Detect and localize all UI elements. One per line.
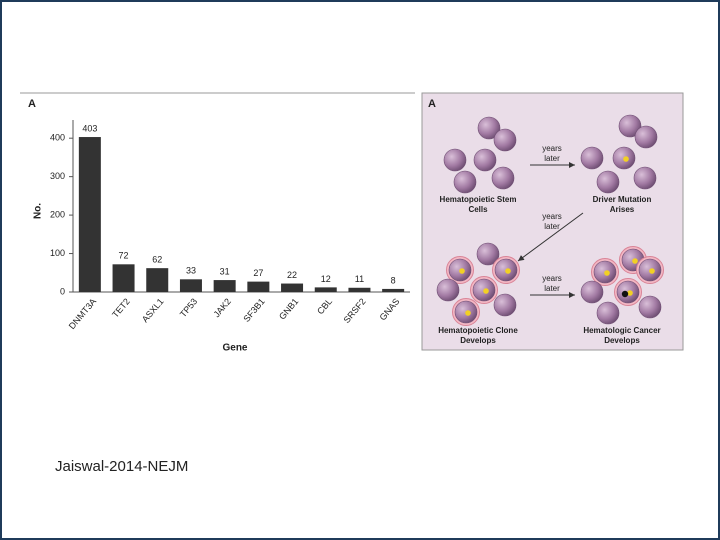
x-tick-label: CBL (315, 296, 334, 316)
x-tick-label: TET2 (110, 296, 132, 319)
mutation (465, 310, 471, 316)
cell (477, 116, 501, 140)
arrow-label: years later (542, 274, 562, 293)
mutation (627, 290, 633, 296)
stage-label: Hematopoietic Clone Develops (438, 326, 518, 345)
bar (78, 137, 101, 292)
bar (213, 280, 236, 292)
cell (580, 280, 604, 304)
arrow (517, 212, 584, 262)
cell (473, 148, 497, 172)
bar (146, 268, 169, 292)
arrow-label: years later (542, 212, 562, 231)
x-tick-label: TP53 (178, 296, 199, 319)
bar (247, 281, 270, 292)
x-tick-label: GNB1 (277, 296, 300, 321)
data-label: 22 (287, 270, 297, 280)
mutation (459, 268, 465, 274)
cell (476, 242, 500, 266)
bar (179, 279, 202, 292)
cell (453, 170, 477, 194)
x-tick-label: JAK2 (212, 296, 233, 319)
data-label: 11 (355, 274, 364, 284)
data-label: 33 (186, 266, 196, 276)
cell (596, 170, 620, 194)
stage-label: Hematopoietic Stem Cells (440, 195, 517, 214)
cell (618, 114, 642, 138)
panel-label: A (28, 98, 36, 110)
cell (638, 295, 662, 319)
caption: Jaiswal-2014-NEJM (55, 458, 188, 475)
stage-label: Driver Mutation Arises (593, 195, 652, 214)
cell (493, 128, 517, 152)
arrow-label: years later (542, 144, 562, 163)
mutation (604, 270, 610, 276)
y-axis-label: No. (33, 203, 44, 219)
data-label: 403 (82, 123, 97, 133)
diagram-label: A (428, 98, 436, 110)
cell (633, 166, 657, 190)
bar (382, 288, 405, 292)
y-tick-label: 100 (50, 248, 65, 258)
data-label: 8 (391, 275, 396, 285)
mutation (505, 268, 511, 274)
x-tick-label: ASXL1 (140, 296, 166, 324)
cell (580, 146, 604, 170)
mutation (649, 268, 655, 274)
y-tick-label: 400 (50, 133, 65, 143)
data-label: 62 (152, 255, 162, 265)
cell (493, 293, 517, 317)
x-tick-label: SRSF2 (341, 296, 367, 325)
y-tick-label: 200 (50, 209, 65, 219)
cell (596, 301, 620, 325)
cell (634, 125, 658, 149)
bar (348, 287, 371, 292)
mutation (483, 288, 489, 294)
x-tick-label: DNMT3A (67, 296, 98, 331)
cell (443, 148, 467, 172)
bar (314, 287, 337, 292)
stage-label: Hematologic Cancer Develops (583, 326, 660, 345)
data-label: 31 (220, 266, 230, 276)
bar (112, 264, 135, 292)
mutation (623, 156, 629, 162)
x-tick-label: GNAS (377, 296, 401, 322)
cell (436, 278, 460, 302)
bar (281, 283, 304, 292)
x-tick-label: SF3B1 (241, 296, 266, 324)
x-axis-label: Gene (222, 343, 247, 354)
data-label: 27 (253, 268, 263, 278)
mutation (632, 258, 638, 264)
y-tick-label: 0 (60, 286, 65, 296)
cancer-mark (621, 290, 629, 298)
data-label: 72 (119, 251, 129, 261)
y-tick-label: 300 (50, 171, 65, 181)
data-label: 12 (321, 274, 331, 284)
cell (491, 166, 515, 190)
